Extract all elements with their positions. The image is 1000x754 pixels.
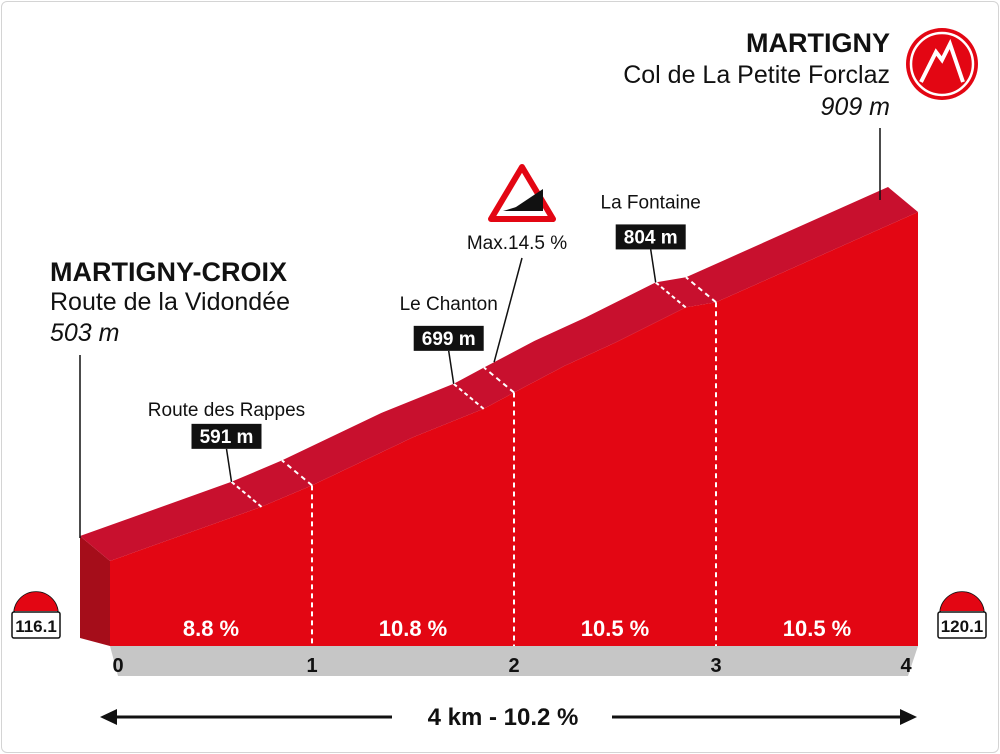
waypoint-altitude-3: 804 m — [624, 227, 678, 248]
finish-altitude: 909 m — [821, 93, 890, 121]
km-tick-1: 1 — [306, 655, 317, 677]
start-altitude: 503 m — [50, 319, 119, 347]
waypoint-leader-line-3 — [649, 249, 657, 283]
gradient-label-1: 8.8 % — [183, 616, 239, 641]
start-name: MARTIGNY-CROIX — [50, 257, 287, 287]
km-divider-top-3 — [685, 276, 717, 304]
total-distance: 4 km - 10.2 % — [100, 704, 917, 731]
km-tick-2: 2 — [508, 655, 519, 677]
arrow-right-icon — [900, 709, 917, 725]
gradient-label-4: 10.5 % — [783, 616, 852, 641]
total-distance-label: 4 km - 10.2 % — [428, 704, 579, 731]
ground-base — [110, 646, 918, 676]
finish-km-marker-label: 120.1 — [941, 617, 984, 636]
arrow-left-icon — [100, 709, 117, 725]
finish-info: MARTIGNY Col de La Petite Forclaz 909 m — [623, 28, 978, 200]
profile-side-face — [80, 536, 110, 646]
waypoint-leader-line-1 — [225, 448, 233, 482]
km-tick-3: 3 — [710, 655, 721, 677]
waypoint-altitude-2: 699 m — [422, 329, 476, 350]
finish-km-marker: 120.1 — [937, 591, 987, 639]
km-divider-top-2 — [483, 366, 515, 394]
steep-gradient-warning-icon — [488, 164, 556, 222]
waypoint-name-1: Route des Rappes — [148, 400, 305, 421]
gradient-label-2: 10.8 % — [379, 616, 448, 641]
waypoint-name-3: La Fontaine — [601, 192, 701, 213]
waypoint-leader-line-2 — [447, 350, 455, 384]
km-tick-0: 0 — [112, 655, 123, 677]
waypoint-altitude-tag-1 — [191, 423, 262, 449]
km-divider-top-1 — [281, 459, 313, 487]
waypoint-altitude-1: 591 m — [200, 427, 254, 448]
waypoint-altitude-tag-3 — [615, 224, 686, 250]
km-tick-4: 4 — [900, 655, 912, 677]
start-km-marker: 116.1 — [11, 591, 61, 639]
finish-name: MARTIGNY — [746, 28, 890, 58]
waypoint-name-2: Le Chanton — [400, 294, 498, 315]
steepest-label: Max.14.5 % — [467, 233, 567, 254]
start-place: Route de la Vidondée — [50, 288, 290, 316]
start-info: MARTIGNY-CROIX Route de la Vidondée 503 … — [50, 257, 290, 538]
waypoint-altitude-tag-2 — [413, 325, 484, 351]
start-km-marker-label: 116.1 — [15, 617, 57, 636]
finish-place: Col de La Petite Forclaz — [623, 61, 890, 89]
steepest-leader-line — [493, 257, 523, 363]
summit-finish-icon — [906, 28, 978, 100]
steepest-section: Max.14.5 % — [467, 164, 567, 363]
gradient-label-3: 10.5 % — [581, 616, 650, 641]
